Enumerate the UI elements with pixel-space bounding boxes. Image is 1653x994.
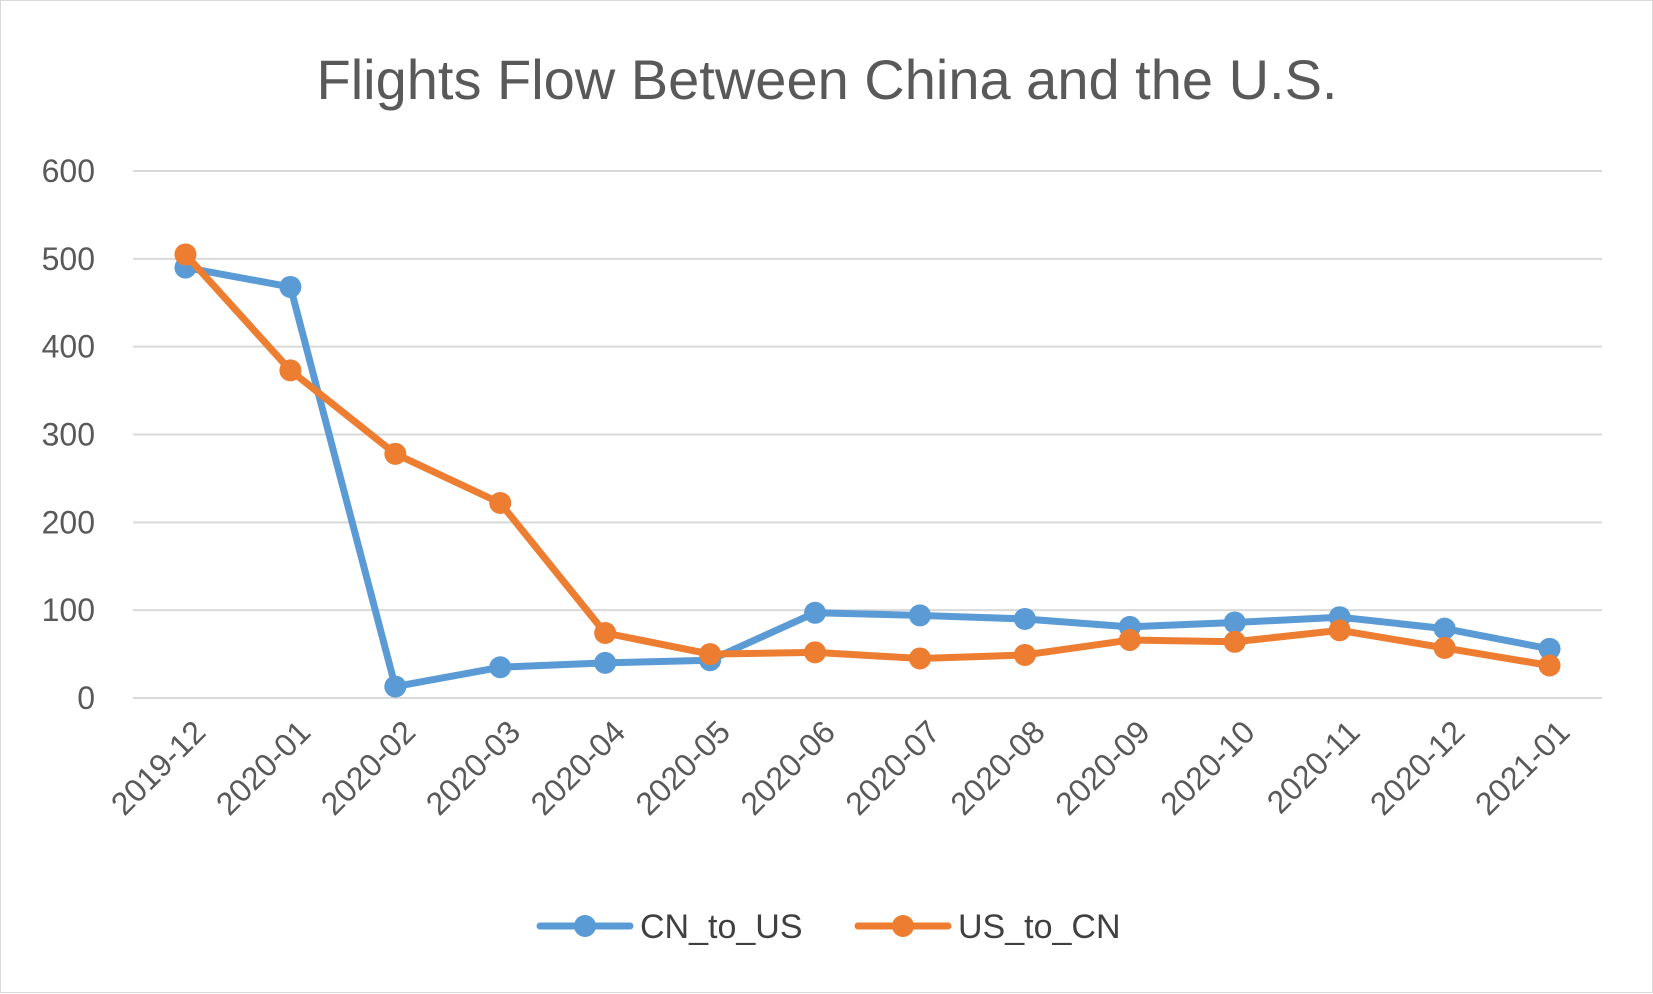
data-point	[594, 651, 617, 674]
data-point	[489, 492, 512, 515]
data-point	[384, 442, 407, 465]
data-point	[174, 243, 197, 266]
x-tick-label: 2020-05	[629, 713, 737, 821]
y-axis-ticks: 0 100 200 300 400 500 600	[42, 153, 95, 716]
x-tick-label: 2020-10	[1153, 713, 1261, 821]
data-point	[699, 643, 722, 666]
data-point	[594, 622, 617, 645]
data-point	[908, 604, 931, 627]
y-tick-label: 200	[42, 504, 95, 540]
data-point	[1223, 630, 1246, 653]
y-tick-label: 300	[42, 417, 95, 453]
x-tick-label: 2020-07	[838, 713, 946, 821]
data-point	[1013, 607, 1036, 630]
legend-label: CN_to_US	[640, 908, 803, 946]
x-tick-label: 2021-01	[1468, 713, 1576, 821]
data-point	[279, 359, 302, 382]
legend: CN_to_US US_to_CN	[536, 908, 1121, 946]
series-line	[181, 250, 1554, 670]
data-point	[1328, 619, 1351, 642]
y-tick-label: 500	[42, 241, 95, 277]
series-line	[181, 264, 1554, 691]
data-point	[804, 601, 827, 624]
y-tick-label: 100	[42, 592, 95, 628]
legend-swatch-marker	[574, 915, 596, 937]
data-point	[279, 275, 302, 298]
data-point	[1433, 636, 1456, 659]
y-tick-label: 0	[77, 680, 95, 716]
x-axis-ticks: 2019-122020-012020-022020-032020-042020-…	[104, 713, 1577, 821]
x-tick-label: 2020-09	[1048, 713, 1156, 821]
data-point	[1538, 654, 1561, 677]
x-tick-label: 2020-08	[943, 713, 1051, 821]
x-tick-label: 2020-06	[733, 713, 841, 821]
data-point	[1118, 629, 1141, 652]
y-tick-label: 600	[42, 153, 95, 189]
data-point	[1013, 643, 1036, 666]
x-tick-label: 2019-12	[104, 713, 212, 821]
series-US_to_CN	[174, 243, 1561, 677]
data-point	[804, 641, 827, 664]
x-tick-label: 2020-11	[1260, 713, 1367, 820]
y-tick-label: 400	[42, 329, 95, 365]
data-point	[1538, 637, 1561, 660]
series-layer	[174, 243, 1561, 698]
data-point	[908, 647, 931, 670]
legend-item-CN_to_US: CN_to_US	[536, 908, 803, 946]
legend-label: US_to_CN	[958, 908, 1121, 946]
x-tick-label: 2020-12	[1363, 713, 1471, 821]
data-point	[489, 656, 512, 679]
legend-swatch-marker	[892, 915, 914, 937]
data-point	[1433, 617, 1456, 640]
legend-item-US_to_CN: US_to_CN	[854, 908, 1121, 946]
x-tick-label: 2020-01	[209, 713, 317, 821]
x-tick-label: 2020-02	[314, 713, 422, 821]
data-point	[384, 675, 407, 698]
x-tick-label: 2020-03	[419, 713, 527, 821]
x-tick-label: 2020-04	[524, 713, 632, 821]
chart-title: Flights Flow Between China and the U.S.	[317, 48, 1338, 111]
data-point	[1223, 611, 1246, 634]
